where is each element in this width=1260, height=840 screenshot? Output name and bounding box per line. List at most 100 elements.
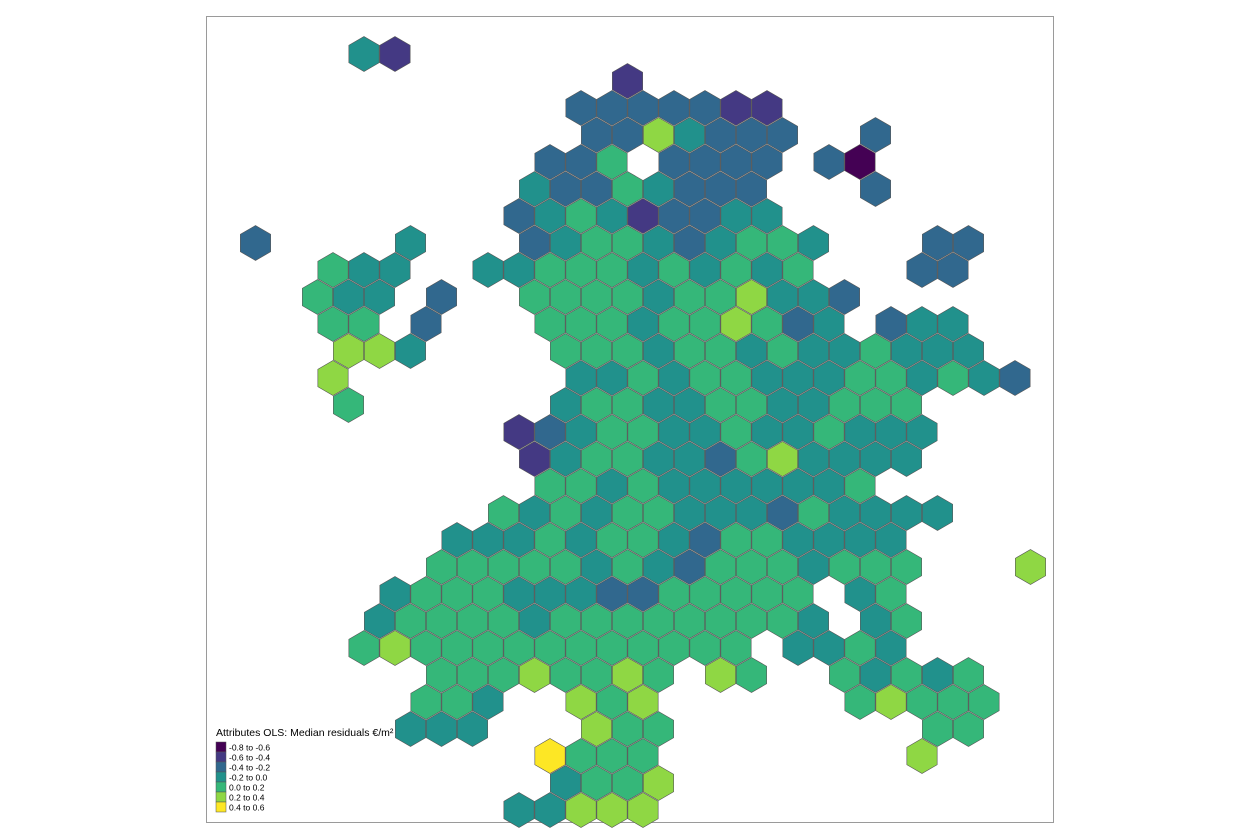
- hexagon-cell: [705, 495, 736, 531]
- hexagon-cell: [317, 306, 349, 342]
- hexagon-cell: [565, 522, 597, 558]
- hexagon-cell: [488, 657, 519, 693]
- hexagon-cell: [503, 252, 535, 288]
- hexagon-cell: [627, 522, 659, 558]
- hexagon-cell: [751, 252, 783, 288]
- hexagon-cell: [658, 522, 690, 558]
- hexagon-cell: [658, 468, 690, 504]
- hexagon-cell: [441, 522, 473, 558]
- hexagon-cell: [860, 387, 891, 423]
- hexagon-cell: [689, 198, 721, 234]
- hexagon-cell: [519, 549, 550, 585]
- hexagon-cell: [751, 414, 783, 450]
- hexagon-cell: [674, 603, 705, 639]
- hexagon-cell: [705, 171, 736, 207]
- hexagon-cell: [410, 306, 442, 342]
- hexagon-cell: [395, 225, 426, 261]
- hexagon-cell: [581, 387, 612, 423]
- hexagon-cell: [317, 252, 349, 288]
- hexagon-cell: [302, 279, 333, 315]
- hexagon-cell: [581, 603, 612, 639]
- hexagon-cell: [550, 657, 581, 693]
- hexagon-cell: [612, 387, 643, 423]
- hexagon-cell: [891, 441, 922, 477]
- hexagon-cell: [844, 630, 876, 666]
- hexagon-cell: [503, 576, 535, 612]
- hexagon-cell: [565, 306, 597, 342]
- hexagon-cell: [565, 684, 597, 720]
- hexagon-cell: [426, 549, 457, 585]
- hexagon-cell: [441, 684, 473, 720]
- hexagon-cell: [736, 387, 767, 423]
- hexagon-cell: [348, 252, 380, 288]
- hexagon-cell: [968, 360, 1000, 396]
- hexagon-cell: [906, 360, 938, 396]
- hexagon-cell: [1015, 549, 1046, 585]
- hexagon-cell: [860, 441, 891, 477]
- hexagon-cell: [612, 441, 643, 477]
- hexagon-cell: [798, 603, 829, 639]
- hexagon-cell: [906, 684, 938, 720]
- hexagon-cell: [782, 414, 814, 450]
- hexagon-cell: [751, 306, 783, 342]
- hexagon-cell: [844, 414, 876, 450]
- hexagon-cell: [519, 441, 550, 477]
- hexagon-cell: [689, 144, 721, 180]
- hexagon-cell: [612, 63, 643, 99]
- hexagon-cell: [643, 711, 674, 747]
- hexagon-cell: [705, 117, 736, 153]
- hexagon-cell: [596, 144, 628, 180]
- hexagon-cell: [674, 225, 705, 261]
- hexagon-cell: [534, 792, 566, 828]
- hexagon-cell: [736, 657, 767, 693]
- hexagon-cell: [627, 576, 659, 612]
- hexagon-cell: [720, 576, 752, 612]
- hexagon-cell: [612, 549, 643, 585]
- hexagon-cell: [767, 117, 798, 153]
- hexagon-cell: [612, 603, 643, 639]
- hexagon-cell: [875, 522, 907, 558]
- hexagon-cell: [767, 495, 798, 531]
- hexagon-cell: [643, 603, 674, 639]
- hexagon-cell: [658, 630, 690, 666]
- hexagon-cell: [953, 657, 984, 693]
- hexagon-cell: [813, 144, 845, 180]
- hexagon-cell: [953, 225, 984, 261]
- hexagon-cell: [906, 738, 938, 774]
- hexagon-cell: [658, 90, 690, 126]
- hexagon-cell: [844, 522, 876, 558]
- hexagon-cell: [534, 414, 566, 450]
- hexagon-cell: [782, 252, 814, 288]
- hexagon-cell: [829, 441, 860, 477]
- hexagon-cell: [767, 549, 798, 585]
- hexagon-cell: [488, 603, 519, 639]
- hexagon-cell: [503, 414, 535, 450]
- hexagon-cell: [441, 576, 473, 612]
- hexagon-cell: [674, 279, 705, 315]
- hexagon-cell: [348, 630, 380, 666]
- legend-label: -0.4 to -0.2: [229, 763, 270, 773]
- hexagon-cell: [627, 306, 659, 342]
- hexagon-cell: [565, 792, 597, 828]
- hexagon-cell: [689, 522, 721, 558]
- hexagon-cell: [643, 495, 674, 531]
- legend-swatch: [215, 761, 227, 773]
- hexagon-cell: [581, 711, 612, 747]
- hexagon-cell: [643, 765, 674, 801]
- hexagon-cell: [395, 603, 426, 639]
- hexagon-cell: [348, 306, 380, 342]
- hexagon-cell: [674, 387, 705, 423]
- hexagon-cell: [860, 549, 891, 585]
- hexagon-cell: [844, 576, 876, 612]
- hexagon-cell: [565, 414, 597, 450]
- hexagon-cell: [565, 90, 597, 126]
- hexagon-cell: [658, 252, 690, 288]
- hexagon-cell: [813, 522, 845, 558]
- hexagon-cell: [906, 252, 938, 288]
- legend-swatch: [215, 791, 227, 803]
- hexagon-cell: [596, 252, 628, 288]
- hexagon-cell: [503, 522, 535, 558]
- hexagon-cell: [581, 657, 612, 693]
- hexagon-cell: [782, 630, 814, 666]
- hexagon-cell: [813, 468, 845, 504]
